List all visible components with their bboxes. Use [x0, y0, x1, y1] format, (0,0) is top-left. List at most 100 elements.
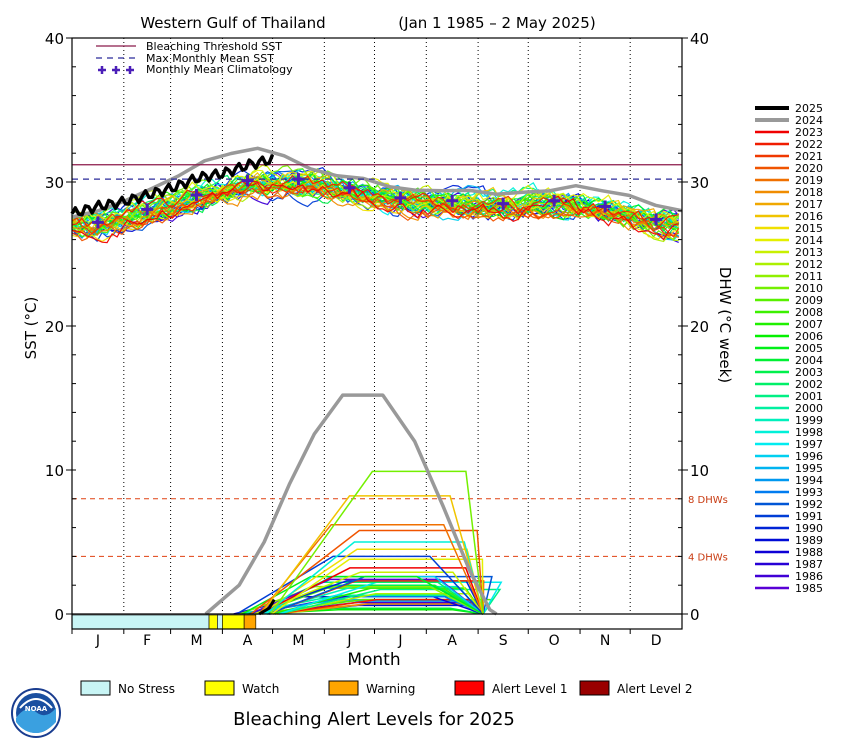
dhw-trace-2014	[271, 558, 484, 615]
x-tick-label: O	[549, 633, 560, 649]
legend-year-label-2003: 2003	[795, 366, 823, 379]
climatology-marker	[446, 194, 459, 207]
y-tick-label-right: 0	[690, 606, 700, 624]
x-tick-label: F	[143, 633, 151, 649]
legend-year-label-1999: 1999	[795, 414, 823, 427]
legend-year-label-2019: 2019	[795, 174, 823, 187]
climatology-marker	[190, 188, 203, 201]
legend-year-label-2010: 2010	[795, 282, 823, 295]
alert-label: Alert Level 2	[617, 682, 693, 696]
alert-strip-segment	[217, 614, 223, 630]
legend-year-label-2004: 2004	[795, 354, 823, 367]
climatology-marker	[241, 174, 254, 187]
climatology-marker	[394, 191, 407, 204]
legend-year-label-2025: 2025	[795, 102, 823, 115]
sst-trace-2018	[71, 181, 679, 232]
x-tick-label: S	[499, 633, 508, 649]
x-tick-label: J	[346, 633, 351, 649]
legend-year-label-2017: 2017	[795, 198, 823, 211]
legend-year-label-2000: 2000	[795, 402, 823, 415]
chart-title: Western Gulf of Thailand	[140, 14, 325, 32]
climatology-marker	[343, 181, 356, 194]
dhw-trace-2005	[241, 575, 484, 615]
legend-year-label-1994: 1994	[795, 474, 823, 487]
x-tick-label: J	[397, 633, 402, 649]
legend-year-label-2012: 2012	[795, 258, 823, 271]
alert-label: Alert Level 1	[492, 682, 568, 696]
alert-strip-segment	[208, 614, 218, 630]
y-tick-label-left: 40	[45, 30, 64, 48]
legend-year-label-1997: 1997	[795, 438, 823, 451]
alert-swatch	[579, 680, 610, 696]
legend-clim-label: Monthly Mean Climatology	[146, 63, 293, 76]
legend-year-label-2020: 2020	[795, 162, 823, 175]
sst-trace-2020	[71, 178, 679, 242]
legend-year-label-1987: 1987	[795, 558, 823, 571]
legend-year-label-2018: 2018	[795, 186, 823, 199]
legend-year-label-2006: 2006	[795, 330, 823, 343]
legend-year-label-2022: 2022	[795, 138, 823, 151]
plot-area	[70, 38, 683, 630]
legend-year-label-2011: 2011	[795, 270, 823, 283]
legend-year-label-2015: 2015	[795, 222, 823, 235]
x-tick-label: M	[292, 633, 304, 649]
legend-year-label-1992: 1992	[795, 498, 823, 511]
x-tick-label: N	[600, 633, 610, 649]
sst-trace-2023	[71, 180, 679, 244]
legend-year-label-2001: 2001	[795, 390, 823, 403]
legend-year-label-1996: 1996	[795, 450, 823, 463]
legend-year-label-1995: 1995	[795, 462, 823, 475]
dhw-trace-1993	[247, 595, 484, 615]
y-axis-label-left: SST (°C)	[22, 297, 40, 360]
sst-trace-2024	[71, 146, 683, 219]
climatology-marker	[292, 173, 305, 186]
dhw-ref-label: 4 DHWs	[688, 552, 728, 563]
legend-year-label-2009: 2009	[795, 294, 823, 307]
x-axis-label: Month	[347, 650, 400, 670]
x-tick-label: A	[447, 633, 457, 649]
dhw-trace-2011	[239, 585, 484, 615]
y-tick-label-left: 0	[54, 606, 64, 624]
alert-strip-segment	[71, 614, 210, 630]
dhw-trace-2025	[258, 598, 276, 616]
alert-strip-segment	[243, 614, 257, 630]
dhw-trace-2008	[255, 587, 484, 615]
alert-swatch	[454, 680, 485, 696]
x-tick-label: D	[651, 633, 662, 649]
alert-levels-title: Bleaching Alert Levels for 2025	[233, 709, 515, 730]
y-axis-label-right: DHW (°C week)	[716, 267, 734, 383]
y-tick-label-right: 40	[690, 30, 709, 48]
alert-label: No Stress	[118, 682, 175, 696]
legend-year-label-2021: 2021	[795, 150, 823, 163]
sst-trace-2025	[70, 154, 275, 217]
legend-year-label-2023: 2023	[795, 126, 823, 139]
legend-year-label-1998: 1998	[795, 426, 823, 439]
chart-date-range: (Jan 1 1985 – 2 May 2025)	[398, 14, 595, 32]
climatology-marker	[91, 216, 104, 229]
legend-threshold-label: Bleaching Threshold SST	[146, 40, 282, 53]
dhw-trace-1991	[236, 555, 484, 615]
dhw-trace-2020	[250, 529, 484, 615]
legend-year-label-1990: 1990	[795, 522, 823, 535]
x-tick-label: A	[243, 633, 253, 649]
alert-swatch	[328, 680, 359, 696]
legend-year-label-2002: 2002	[795, 378, 823, 391]
x-tick-label: J	[95, 633, 100, 649]
plot-frame	[71, 37, 683, 630]
legend-year-label-1993: 1993	[795, 486, 823, 499]
y-tick-label-left: 10	[45, 462, 64, 480]
noaa-logo-text: NOAA	[25, 705, 48, 713]
legend-year-label-2024: 2024	[795, 114, 823, 127]
sst-trace-2014	[71, 169, 680, 221]
legend-year-label-2013: 2013	[795, 246, 823, 259]
y-tick-label-right: 20	[690, 318, 709, 336]
alert-swatch	[204, 680, 235, 696]
alert-swatch	[80, 680, 111, 696]
legend-years: 2025202420232022202120202019201820172016…	[755, 102, 823, 595]
sst-trace-2008	[71, 179, 679, 238]
dhw-trace-2013	[253, 571, 484, 615]
climatology-marker	[497, 197, 510, 210]
alert-label: Watch	[242, 682, 279, 696]
y-tick-label-right: 30	[690, 174, 709, 192]
